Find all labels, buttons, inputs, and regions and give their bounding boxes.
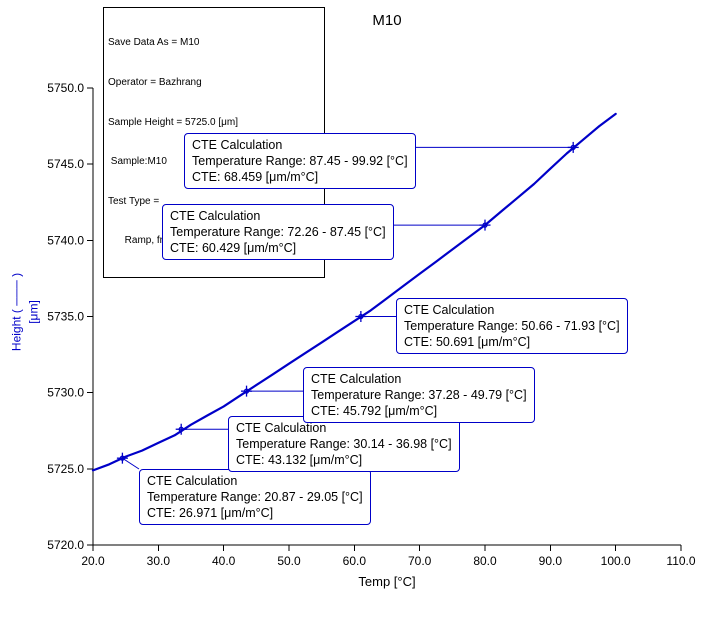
cte-annotation-value: CTE: 68.459 [μm/m°C] bbox=[192, 170, 319, 184]
cte-annotation-box: CTE Calculation Temperature Range: 30.14… bbox=[228, 416, 460, 472]
cte-annotation-box: CTE Calculation Temperature Range: 20.87… bbox=[139, 469, 371, 525]
run-info-line: Sample Height = 5725.0 [μm] bbox=[108, 116, 238, 128]
y-tick-label: 5735.0 bbox=[47, 310, 84, 324]
y-axis-label: Height ( ─── ) [μm] bbox=[9, 273, 44, 351]
run-info-line: Sample:M10 bbox=[108, 156, 167, 168]
cte-annotation-value: CTE: 50.691 [μm/m°C] bbox=[404, 335, 531, 349]
x-tick-label: 50.0 bbox=[277, 554, 301, 568]
run-info-line: Operator = Bazhrang bbox=[108, 76, 202, 88]
run-info-line: Test Type = bbox=[108, 195, 160, 207]
y-tick-label: 5730.0 bbox=[47, 386, 84, 400]
cte-annotation-box: CTE Calculation Temperature Range: 72.26… bbox=[162, 204, 394, 260]
cte-annotation-range: Temperature Range: 50.66 - 71.93 [°C] bbox=[404, 319, 620, 333]
cte-annotation-value: CTE: 60.429 [μm/m°C] bbox=[170, 241, 297, 255]
y-tick-label: 5725.0 bbox=[47, 462, 84, 476]
y-tick-label: 5720.0 bbox=[47, 538, 84, 552]
cte-annotation-title: CTE Calculation bbox=[170, 209, 261, 223]
cte-annotation-range: Temperature Range: 87.45 - 99.92 [°C] bbox=[192, 154, 408, 168]
x-tick-label: 80.0 bbox=[473, 554, 497, 568]
cte-annotation-box: CTE Calculation Temperature Range: 50.66… bbox=[396, 298, 628, 354]
cte-annotation-box: CTE Calculation Temperature Range: 87.45… bbox=[184, 133, 416, 189]
x-tick-label: 100.0 bbox=[601, 554, 631, 568]
y-tick-label: 5745.0 bbox=[47, 157, 84, 171]
annotation-leader-line bbox=[122, 457, 140, 470]
cte-annotation-title: CTE Calculation bbox=[192, 138, 283, 152]
chart-title: M10 bbox=[372, 12, 402, 29]
x-tick-label: 60.0 bbox=[343, 554, 367, 568]
cte-annotation-value: CTE: 26.971 [μm/m°C] bbox=[147, 506, 274, 520]
data-marker bbox=[119, 455, 126, 461]
x-tick-label: 110.0 bbox=[666, 554, 695, 568]
cte-annotation-range: Temperature Range: 30.14 - 36.98 [°C] bbox=[236, 437, 452, 451]
cte-annotation-title: CTE Calculation bbox=[236, 421, 327, 435]
y-axis-label-line2: [μm] bbox=[27, 300, 41, 324]
x-axis-label: Temp [°C] bbox=[358, 574, 416, 589]
height-curve bbox=[91, 112, 617, 472]
y-axis-label-line1: Height ( ─── ) bbox=[9, 272, 24, 352]
cte-annotation-range: Temperature Range: 20.87 - 29.05 [°C] bbox=[147, 490, 363, 504]
cte-annotation-value: CTE: 43.132 [μm/m°C] bbox=[236, 453, 363, 467]
cte-annotation-box: CTE Calculation Temperature Range: 37.28… bbox=[303, 367, 535, 423]
y-tick-label: 5750.0 bbox=[47, 81, 84, 95]
x-tick-label: 30.0 bbox=[147, 554, 171, 568]
x-tick-label: 70.0 bbox=[408, 554, 432, 568]
y-tick-label: 5740.0 bbox=[47, 233, 84, 247]
cte-annotation-title: CTE Calculation bbox=[404, 303, 495, 317]
cte-annotation-range: Temperature Range: 37.28 - 49.79 [°C] bbox=[311, 388, 527, 402]
x-tick-label: 90.0 bbox=[539, 554, 563, 568]
run-info-line: Save Data As = M10 bbox=[108, 37, 200, 49]
cte-annotation-range: Temperature Range: 72.26 - 87.45 [°C] bbox=[170, 225, 386, 239]
x-tick-label: 20.0 bbox=[81, 554, 105, 568]
cte-annotation-title: CTE Calculation bbox=[147, 474, 238, 488]
cte-annotation-title: CTE Calculation bbox=[311, 372, 402, 386]
cte-annotation-value: CTE: 45.792 [μm/m°C] bbox=[311, 404, 438, 418]
x-tick-label: 40.0 bbox=[212, 554, 236, 568]
